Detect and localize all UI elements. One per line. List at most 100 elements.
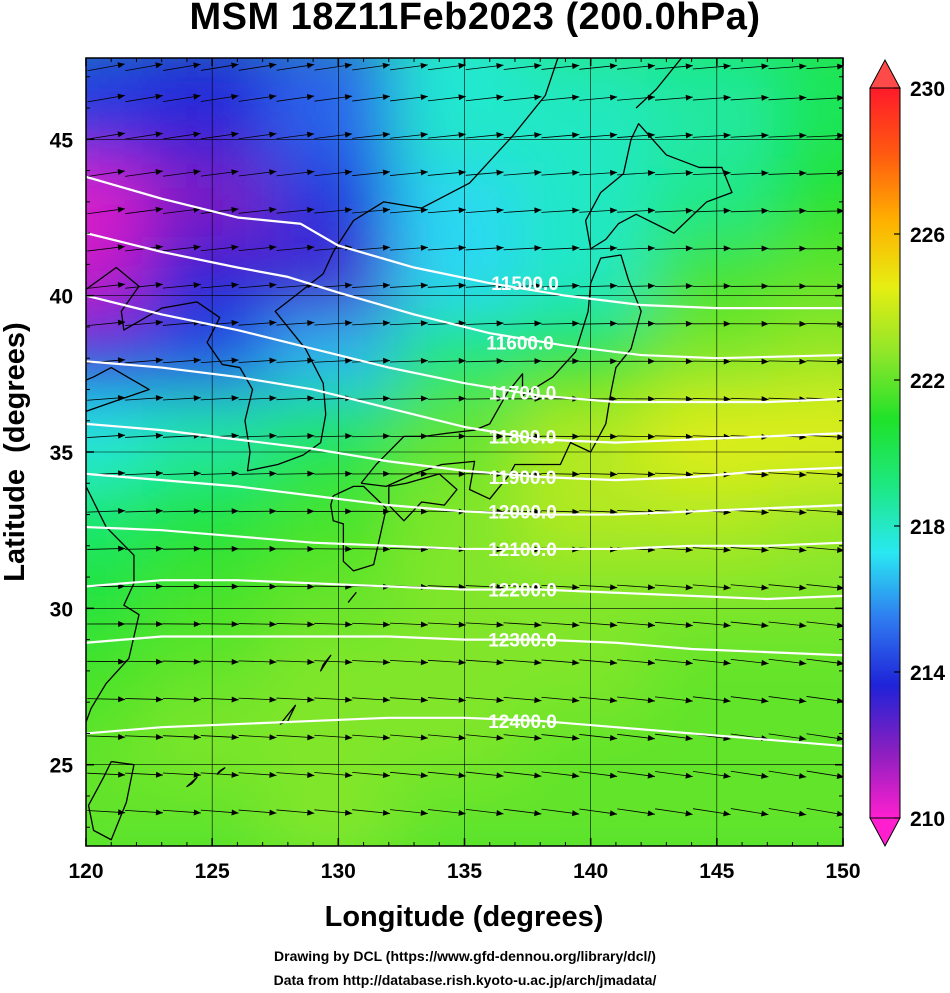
wind-arrow: [503, 245, 542, 252]
wind-arrow: [276, 244, 315, 251]
wind-arrow: [579, 508, 618, 515]
wind-arrow: [806, 358, 843, 365]
wind-arrow: [238, 131, 277, 140]
height-contour: 12300.0: [86, 631, 843, 657]
wind-arrow: [314, 696, 353, 703]
wind-arrow: [617, 320, 656, 327]
wind-arrow: [692, 659, 731, 666]
wind-arrow: [465, 395, 504, 402]
wind-arrow: [541, 433, 580, 440]
wind-arrow: [692, 132, 731, 139]
wind-arrow: [692, 546, 731, 553]
wind-arrow: [314, 131, 353, 139]
wind-arrow: [352, 207, 391, 214]
wind-arrow: [768, 320, 807, 327]
wind-arrow: [314, 809, 353, 816]
wind-arrow: [238, 734, 277, 741]
wind-arrow: [238, 206, 277, 214]
gridline-layer: [86, 58, 843, 846]
wind-arrow: [692, 283, 731, 290]
wind-arrow: [730, 207, 769, 214]
wind-arrow: [390, 244, 428, 251]
wind-arrow: [125, 771, 164, 778]
wind-arrow: [730, 546, 769, 553]
wind-arrow: [238, 282, 277, 289]
wind-arrow: [503, 621, 542, 628]
wind-arrow: [390, 207, 428, 214]
wind-arrow: [390, 169, 428, 176]
wind-arrow: [389, 357, 428, 364]
coastline-layer: [86, 58, 733, 841]
wind-arrow: [87, 507, 126, 514]
x-tick-label: 125: [195, 860, 230, 883]
height-contour: 11500.0: [86, 175, 843, 310]
coastline: [635, 58, 683, 109]
wind-arrow: [730, 63, 769, 70]
contour-label: 11700.0: [489, 384, 557, 405]
wind-arrow: [654, 283, 693, 290]
wind-arrow: [579, 169, 618, 176]
wind-arrow: [276, 508, 315, 515]
wind-arrow: [87, 206, 126, 215]
contour-label: 11900.0: [489, 468, 557, 489]
wind-arrow: [768, 546, 807, 553]
wind-arrow: [541, 132, 580, 139]
wind-arrow: [503, 358, 542, 365]
wind-arrow: [617, 94, 656, 101]
wind-arrow: [314, 772, 353, 779]
colorbar-tick-label: 230: [910, 78, 945, 101]
wind-arrow: [200, 206, 239, 214]
wind-arrow: [314, 433, 353, 440]
wind-arrow: [125, 809, 164, 816]
wind-arrow: [163, 93, 201, 103]
wind-arrow: [238, 169, 277, 177]
wind-arrow: [579, 696, 618, 704]
wind-arrow: [730, 170, 769, 177]
wind-arrow: [389, 470, 428, 477]
wind-arrow: [87, 696, 126, 703]
wind-arrow: [276, 319, 315, 326]
wind-arrow: [352, 508, 391, 515]
wind-arrow: [352, 244, 391, 251]
wind-arrow: [276, 357, 315, 364]
wind-arrow: [200, 696, 239, 703]
colorbar-max-triangle: [869, 58, 901, 89]
wind-arrow: [768, 621, 807, 629]
wind-arrow: [579, 358, 618, 365]
wind-arrow: [125, 206, 163, 215]
wind-arrow: [465, 433, 504, 440]
wind-arrow: [352, 470, 391, 477]
wind-arrow: [768, 658, 807, 666]
chart-title: MSM 18Z11Feb2023 (200.0hPa): [189, 0, 761, 38]
wind-arrow: [579, 207, 618, 214]
wind-arrow: [125, 169, 163, 177]
wind-arrow: [276, 131, 315, 139]
wind-arrow: [617, 207, 656, 214]
x-tick-label: 150: [825, 860, 860, 883]
wind-arrow: [465, 659, 504, 666]
colorbar-tick-label: 222: [910, 370, 945, 393]
wind-arrow: [806, 283, 843, 290]
wind-arrow: [617, 433, 656, 440]
wind-arrow: [730, 94, 769, 101]
wind-arrow: [276, 395, 315, 402]
wind-arrow: [87, 93, 125, 103]
wind-arrow: [768, 63, 807, 70]
wind-arrow: [87, 545, 126, 552]
wind-arrow: [162, 809, 201, 816]
wind-arrow: [163, 62, 201, 71]
wind-arrow: [617, 771, 655, 779]
colorbar: 210 214 218 222 226 230: [869, 58, 945, 848]
wind-arrow: [503, 320, 542, 327]
height-contour: 12200.0: [86, 579, 843, 602]
wind-arrow: [389, 395, 428, 402]
wind-arrow: [579, 734, 618, 741]
wind-arrow: [87, 733, 126, 740]
wind-arrow: [162, 771, 201, 778]
wind-arrow: [617, 282, 656, 289]
wind-arrow: [238, 696, 277, 703]
wind-arrow: [541, 584, 580, 591]
wind-arrow: [655, 696, 693, 704]
wind-arrow: [427, 433, 466, 440]
wind-arrow: [238, 62, 277, 71]
